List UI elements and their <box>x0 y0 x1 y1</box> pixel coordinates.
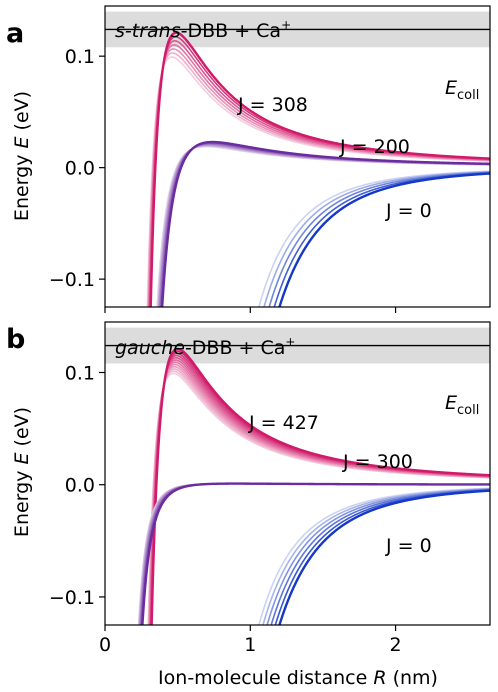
curve-j0-a-4 <box>278 172 490 307</box>
y-axis-label-a: Energy E (eV) <box>11 91 33 221</box>
y-tick-label-a-0: 0.1 <box>65 46 95 68</box>
curve-j300-b-2 <box>138 482 490 625</box>
curve-label-j300: J = 300 <box>342 451 413 473</box>
curve-j300-b-5 <box>139 482 490 625</box>
curve-j300-b-3 <box>139 482 490 625</box>
ecoll-label-b: Ecoll <box>445 392 479 418</box>
curve-j308-a-3 <box>148 44 490 307</box>
curve-j300-b-1 <box>138 482 490 625</box>
curve-j300-b-7 <box>140 482 490 625</box>
curves-a <box>146 31 490 307</box>
curve-j427-b-9 <box>150 352 490 625</box>
curve-j427-b-10 <box>150 350 490 625</box>
curve-j300-b-0 <box>137 482 490 625</box>
curve-j308-a-6 <box>149 31 490 307</box>
x-tick-label-b-2: 2 <box>390 634 402 656</box>
curve-j308-a-0 <box>146 56 490 307</box>
curve-label-j308: J = 308 <box>237 94 308 116</box>
panel-label-b: b <box>6 324 25 355</box>
curve-j0-b-0 <box>258 487 490 625</box>
x-axis-label: Ion-molecule distance R (nm) <box>158 667 438 689</box>
curve-label-j0-a: J = 0 <box>385 200 432 222</box>
panel-b: b gauche-DBB + Ca+ Ecoll J = 427 J = 300… <box>6 321 491 689</box>
panel-a: a s-trans-DBB + Ca+ Ecoll J = 308 J = 20… <box>6 5 491 313</box>
curve-j427-b-5 <box>148 361 490 625</box>
curve-j300-b-8 <box>141 482 490 625</box>
curve-j0-b-4 <box>274 489 490 625</box>
curve-j427-b-6 <box>149 359 490 625</box>
y-tick-label-a-2: −0.1 <box>49 269 95 291</box>
panel-title-a: s-trans-DBB + Ca+ <box>115 18 291 42</box>
curve-j0-a-1 <box>263 170 490 307</box>
y-ticks-b: 0.1 0.0 −0.1 <box>49 363 105 609</box>
curve-j200-a-5 <box>160 140 490 307</box>
curve-j0-b-2 <box>266 488 490 625</box>
curves-b <box>137 347 490 625</box>
curve-j0-a-2 <box>268 171 490 307</box>
curve-j427-b-4 <box>148 363 490 625</box>
curve-j300-b-6 <box>140 482 490 625</box>
curve-j0-b-1 <box>262 487 490 625</box>
x-tick-label-b-1: 1 <box>244 634 256 656</box>
plot-frame-b <box>104 321 491 626</box>
panel-title-b: gauche-DBB + Ca+ <box>115 335 295 359</box>
curve-label-j427: J = 427 <box>248 412 319 434</box>
curve-j0-b-5 <box>278 489 490 625</box>
ecoll-label-a: Ecoll <box>445 77 479 103</box>
curve-j300-b-4 <box>139 482 490 625</box>
curve-j308-a-1 <box>147 52 490 307</box>
y-axis-label-b: Energy E (eV) <box>11 407 33 537</box>
y-tick-label-b-2: −0.1 <box>49 587 95 609</box>
curve-j300-b-9 <box>141 482 490 625</box>
y-tick-label-b-0: 0.1 <box>65 363 95 385</box>
x-tick-label-b-0: 0 <box>99 634 111 656</box>
plot-frame-a <box>104 5 491 308</box>
curve-j308-a-2 <box>147 48 490 307</box>
curve-j308-a-5 <box>149 35 490 307</box>
y-tick-label-b-1: 0.0 <box>65 475 95 497</box>
curve-j427-b-11 <box>150 347 490 625</box>
x-ticks-b: 0 1 2 <box>99 625 402 656</box>
y-tick-label-a-1: 0.0 <box>65 158 95 180</box>
panel-label-a: a <box>6 18 24 49</box>
curve-j308-a-4 <box>148 40 490 307</box>
curve-j427-b-7 <box>149 357 490 625</box>
curve-j0-a-0 <box>258 170 490 307</box>
x-ticks-a <box>104 307 397 313</box>
curve-j0-b-3 <box>270 488 490 625</box>
y-ticks-a: 0.1 0.0 −0.1 <box>49 46 105 291</box>
curve-label-j200: J = 200 <box>339 136 410 158</box>
curve-j427-b-8 <box>149 354 490 625</box>
curve-j0-a-3 <box>273 172 490 307</box>
curve-label-j0-b: J = 0 <box>385 535 432 557</box>
